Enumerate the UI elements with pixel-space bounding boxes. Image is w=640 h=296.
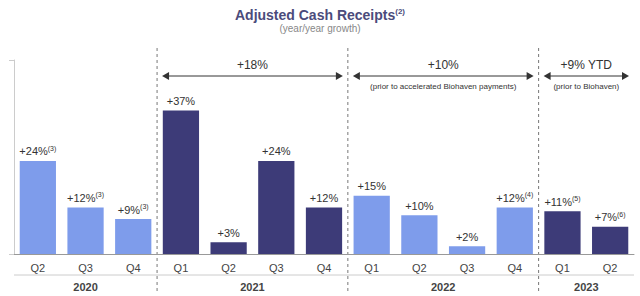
svg-text:(2): (2) <box>395 7 405 16</box>
svg-text:Q2: Q2 <box>31 262 46 274</box>
svg-text:Q3: Q3 <box>460 262 475 274</box>
svg-text:(3): (3) <box>95 191 104 199</box>
svg-text:2022: 2022 <box>431 281 455 293</box>
svg-text:+10%: +10% <box>428 58 459 72</box>
svg-text:+12%: +12% <box>310 192 339 204</box>
svg-text:Q1: Q1 <box>555 262 570 274</box>
svg-text:(6): (6) <box>617 211 626 219</box>
svg-text:2021: 2021 <box>240 281 264 293</box>
svg-text:+9%: +9% <box>118 204 141 216</box>
svg-text:Q1: Q1 <box>364 262 379 274</box>
svg-text:+11%: +11% <box>544 196 572 208</box>
svg-text:+3%: +3% <box>217 227 240 239</box>
svg-text:+7%: +7% <box>595 211 618 223</box>
svg-text:+2%: +2% <box>456 231 479 243</box>
svg-text:(3): (3) <box>48 145 57 153</box>
svg-text:+24%: +24% <box>262 145 291 157</box>
svg-text:Adjusted Cash Receipts: Adjusted Cash Receipts <box>235 7 395 23</box>
svg-text:+12%: +12% <box>67 192 96 204</box>
svg-text:Q3: Q3 <box>269 262 284 274</box>
svg-text:Q2: Q2 <box>412 262 427 274</box>
svg-text:+18%: +18% <box>237 58 268 72</box>
svg-text:+15%: +15% <box>357 180 386 192</box>
svg-text:Q3: Q3 <box>78 262 93 274</box>
svg-text:Q4: Q4 <box>317 262 332 274</box>
svg-text:(year/year growth): (year/year growth) <box>279 23 360 34</box>
svg-text:+9% YTD: +9% YTD <box>561 58 613 72</box>
svg-text:+37%: +37% <box>167 95 196 107</box>
svg-text:Q1: Q1 <box>174 262 189 274</box>
svg-text:(5): (5) <box>572 195 581 203</box>
svg-text:(prior to Biohaven): (prior to Biohaven) <box>553 82 619 91</box>
svg-text:(4): (4) <box>525 191 534 199</box>
svg-text:+24%: +24% <box>19 145 48 157</box>
svg-text:2023: 2023 <box>574 281 598 293</box>
svg-text:Q2: Q2 <box>221 262 236 274</box>
svg-text:(prior to accelerated Biohaven: (prior to accelerated Biohaven payments) <box>370 82 517 91</box>
svg-text:Q4: Q4 <box>507 262 522 274</box>
svg-text:2020: 2020 <box>73 281 97 293</box>
svg-text:Q2: Q2 <box>603 262 618 274</box>
svg-text:+12%: +12% <box>496 192 525 204</box>
svg-text:Q4: Q4 <box>126 262 141 274</box>
svg-text:+10%: +10% <box>405 200 434 212</box>
svg-text:(3): (3) <box>140 203 149 211</box>
